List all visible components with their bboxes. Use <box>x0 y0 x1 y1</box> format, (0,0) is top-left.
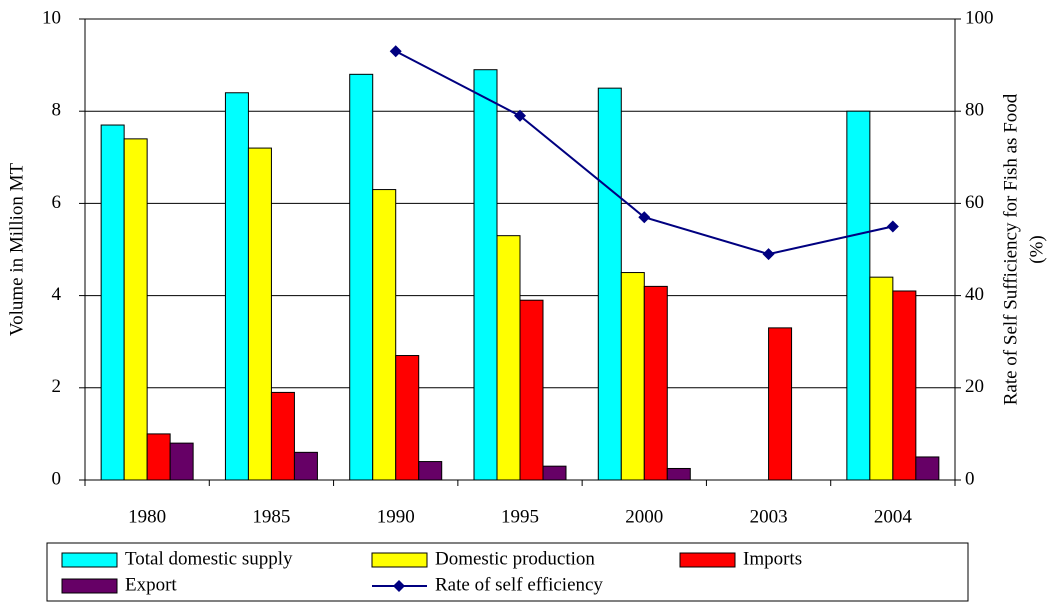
y-tick-label: 4 <box>52 284 62 305</box>
marker <box>514 109 526 122</box>
bar <box>869 276 894 481</box>
legend-swatch <box>61 552 118 568</box>
marker <box>886 220 899 233</box>
marker <box>389 45 402 58</box>
bar <box>597 87 622 481</box>
x-tick-label: 1985 <box>252 506 290 527</box>
legend-label: Export <box>125 574 177 595</box>
bar <box>620 272 645 481</box>
bar <box>892 290 917 481</box>
bar <box>123 138 148 481</box>
x-tick-label: 2004 <box>874 506 913 527</box>
bar <box>666 467 691 481</box>
legend-label: Imports <box>743 548 802 569</box>
marker <box>762 248 775 261</box>
legend-box <box>46 542 969 602</box>
y2-axis-title: Rate of Self Sufficiency for Fish as Foo… <box>1000 93 1021 405</box>
y2-tick-label: 80 <box>965 100 984 121</box>
bar <box>418 461 443 481</box>
y-axis-title: Volume in Million MT <box>6 162 27 336</box>
line <box>395 50 894 256</box>
y2-tick-label: 20 <box>965 376 984 397</box>
bar <box>473 69 498 481</box>
legend-label: Domestic production <box>435 548 595 569</box>
x-tick-label: 1990 <box>377 506 415 527</box>
y-tick-label: 8 <box>52 100 62 121</box>
x-tick-label: 1995 <box>501 506 539 527</box>
y2-axis-title: (%) <box>1026 235 1047 263</box>
y2-tick-label: 40 <box>965 284 984 305</box>
y2-tick-label: 60 <box>965 192 984 213</box>
x-tick-label: 1980 <box>128 506 166 527</box>
bar <box>224 92 249 481</box>
bar <box>146 433 171 481</box>
legend-swatch <box>679 552 736 568</box>
legend-label: Rate of self efficiency <box>435 574 603 595</box>
y2-tick-label: 100 <box>965 7 994 28</box>
bar <box>915 456 940 481</box>
bar <box>293 451 318 481</box>
bar <box>349 73 374 481</box>
bar <box>169 442 194 481</box>
y-tick-label: 10 <box>42 7 61 28</box>
bar <box>846 110 871 481</box>
bar <box>542 465 567 481</box>
legend-swatch <box>61 578 118 594</box>
bar <box>372 189 397 481</box>
y-tick-label: 6 <box>52 192 62 213</box>
marker <box>638 211 651 224</box>
bar <box>768 327 793 481</box>
bar <box>100 124 125 481</box>
y-tick-label: 0 <box>52 468 62 489</box>
legend-label: Total domestic supply <box>125 548 293 569</box>
x-tick-label: 2003 <box>750 506 788 527</box>
bar <box>270 391 295 481</box>
x-tick-label: 2000 <box>625 506 663 527</box>
legend-swatch <box>371 552 428 568</box>
y2-tick-label: 0 <box>965 468 975 489</box>
y-tick-label: 2 <box>52 376 62 397</box>
bar <box>496 235 521 481</box>
legend-marker <box>393 580 405 592</box>
bar <box>395 355 420 481</box>
bar <box>247 147 272 481</box>
bar <box>643 285 668 481</box>
bar <box>519 299 544 481</box>
